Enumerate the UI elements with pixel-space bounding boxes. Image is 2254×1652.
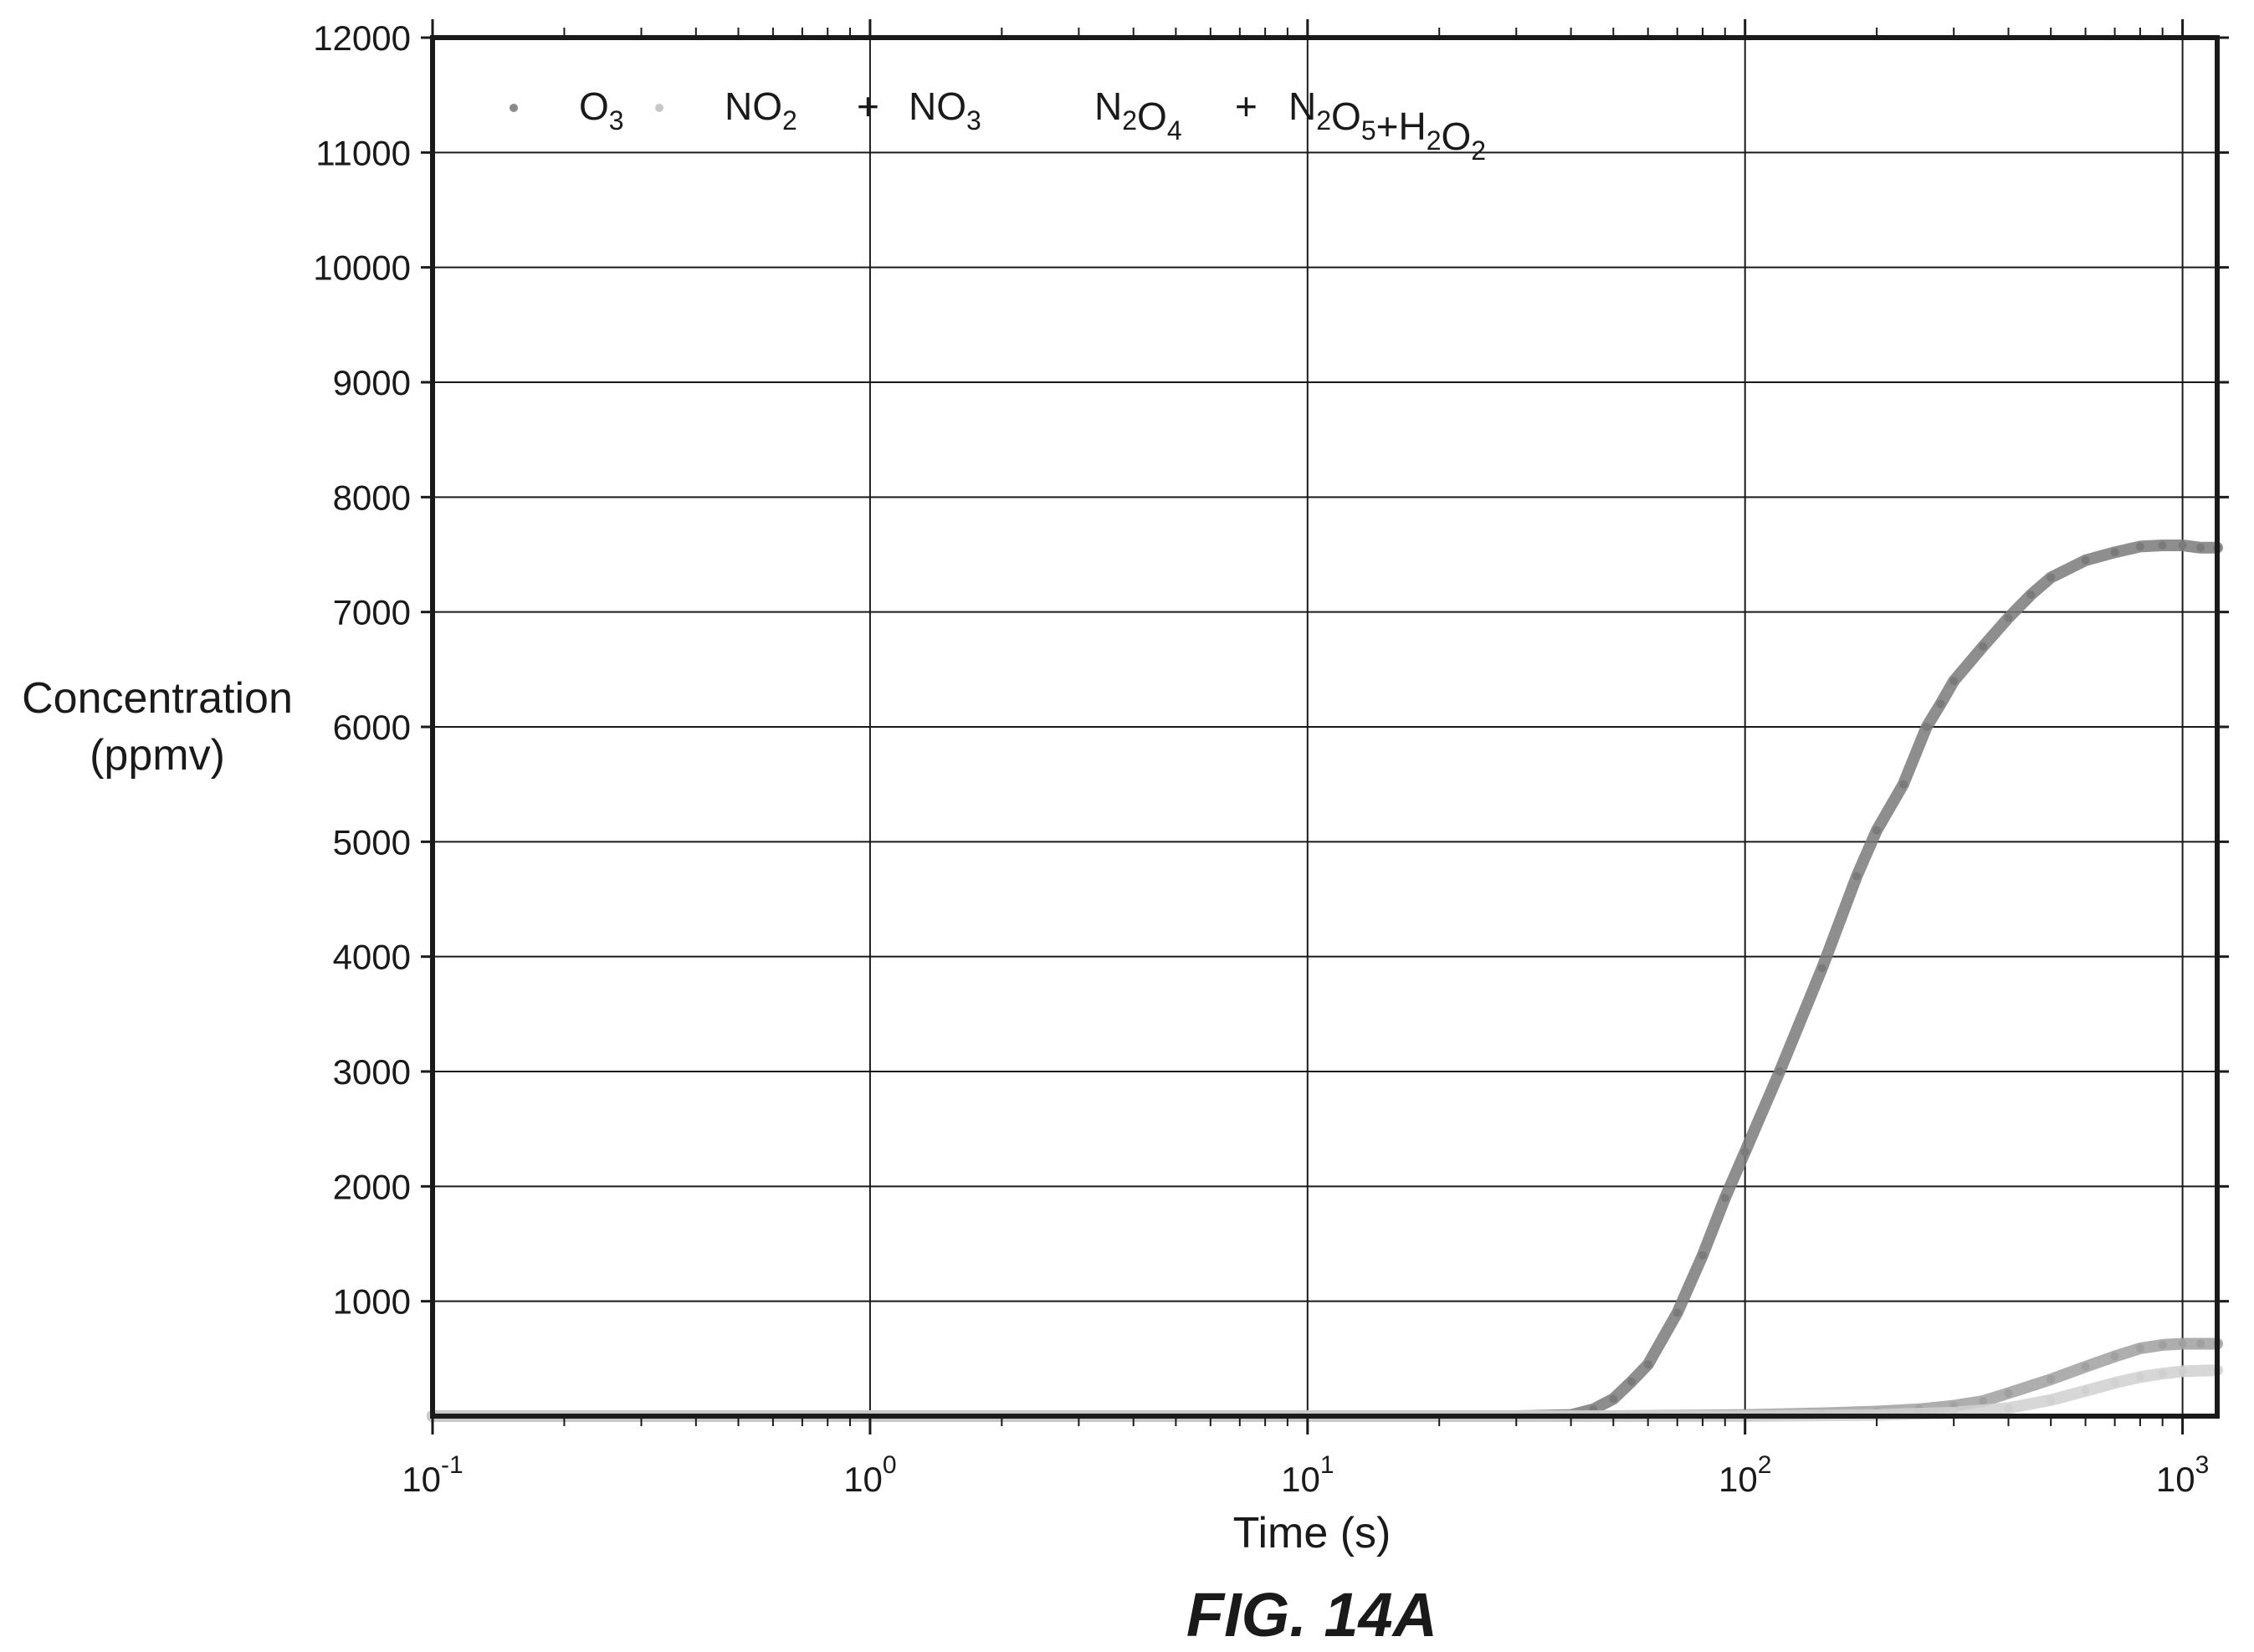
data-point <box>1740 1148 1749 1157</box>
data-point <box>1949 677 1959 686</box>
legend-label: NO2 <box>725 84 797 136</box>
data-point <box>2004 1389 2013 1398</box>
x-tick-labels: 10-1 100 101 102 103 <box>402 1451 2209 1499</box>
series-line <box>427 540 2223 1422</box>
data-point <box>2178 1339 2187 1348</box>
data-point <box>2081 1386 2090 1395</box>
data-point <box>2081 1362 2090 1371</box>
legend-label: + <box>857 84 879 128</box>
data-point <box>2004 613 2013 622</box>
data-point <box>1673 1308 1682 1317</box>
axis-ticks <box>421 19 2229 1435</box>
data-point <box>2135 1373 2144 1382</box>
x-tick-label: 100 <box>843 1451 896 1499</box>
y-axis-title-line1: Concentration <box>22 674 293 723</box>
x-tick-label: 10-1 <box>402 1451 463 1499</box>
legend-marker <box>510 104 518 112</box>
y-tick-labels: 1000 2000 3000 4000 5000 6000 7000 8000 9000 1000… <box>313 18 411 1322</box>
legend-label: N2O4 <box>1094 84 1182 146</box>
y-tick-label: 5000 <box>333 822 411 862</box>
data-point <box>2047 1395 2056 1404</box>
figure-caption: FIG. 14A <box>1186 1580 1437 1649</box>
series-line <box>427 1337 2223 1422</box>
data-point <box>1936 699 1945 708</box>
y-tick-label: 6000 <box>333 708 411 747</box>
data-point <box>2178 1367 2187 1376</box>
legend-label: O3 <box>579 84 624 136</box>
data-point <box>2004 1404 2013 1413</box>
y-tick-label: 10000 <box>313 248 411 288</box>
grid-lines <box>432 37 2217 1416</box>
data-point <box>2026 591 2036 600</box>
legend-label: NO3 <box>909 84 981 136</box>
data-point <box>2158 1369 2167 1378</box>
data-point <box>2110 1352 2119 1361</box>
data-point <box>1979 1397 1988 1406</box>
y-tick-label: 2000 <box>333 1167 411 1206</box>
data-point <box>2047 1375 2056 1384</box>
data-point <box>2196 1339 2205 1348</box>
legend-marker <box>655 104 663 112</box>
y-tick-label: 9000 <box>333 363 411 402</box>
data-point <box>2196 543 2205 552</box>
data-point <box>2158 541 2167 550</box>
data-point <box>1872 826 1882 835</box>
series-N2O5+H2O2 <box>427 1364 2223 1422</box>
data-point <box>1698 1251 1708 1260</box>
data-point <box>1898 780 1908 789</box>
y-tick-label: 1000 <box>333 1282 411 1322</box>
data-point <box>2110 1378 2119 1388</box>
legend-label: N2O5+H2O2 <box>1288 84 1486 166</box>
data-point <box>1922 723 1931 731</box>
data-point <box>2158 1340 2167 1349</box>
data-point <box>2047 573 2056 582</box>
x-tick-label: 103 <box>2156 1451 2209 1499</box>
y-axis-title-line2: (ppmv) <box>90 731 225 780</box>
data-point <box>1720 1194 1729 1203</box>
data-point <box>1852 872 1862 881</box>
x-tick-label: 102 <box>1719 1451 1771 1499</box>
data-point <box>2135 1343 2144 1353</box>
series-line <box>427 1364 2223 1422</box>
data-point <box>2135 542 2144 551</box>
x-tick-label: 101 <box>1281 1451 1334 1499</box>
data-point <box>1817 964 1826 973</box>
series-O3 <box>427 540 2223 1422</box>
y-tick-label: 3000 <box>333 1052 411 1092</box>
data-point <box>2081 555 2090 565</box>
data-point <box>1626 1377 1636 1386</box>
x-axis-title: Time (s) <box>1233 1509 1391 1557</box>
data-point <box>1643 1360 1652 1369</box>
y-tick-label: 7000 <box>333 593 411 632</box>
data-point <box>1979 642 1988 651</box>
legend-label: + <box>1235 84 1258 128</box>
y-tick-label: 4000 <box>333 938 411 977</box>
data-point <box>1609 1394 1618 1404</box>
data-point <box>2178 541 2187 550</box>
legend: O3 NO2 + NO3 N2O4 + N2O5+H2O2 <box>510 84 1486 166</box>
y-tick-label: 11000 <box>315 133 411 172</box>
data-point <box>2110 548 2119 557</box>
data-point <box>1775 1067 1785 1076</box>
series-layer <box>427 540 2223 1422</box>
y-tick-label: 12000 <box>313 18 411 58</box>
y-tick-label: 8000 <box>333 478 411 517</box>
